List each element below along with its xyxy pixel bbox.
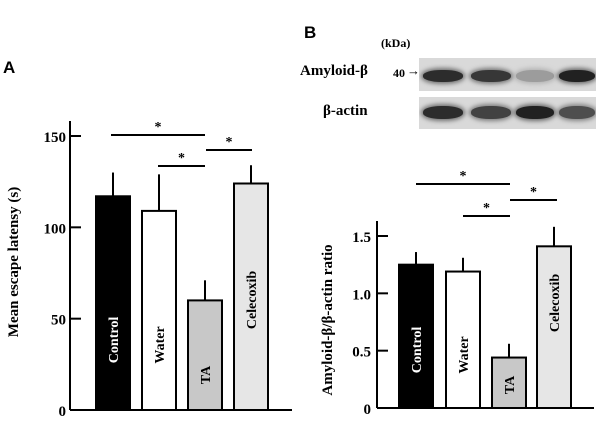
significance-star: * (483, 201, 490, 216)
bar-label: Celecoxib (548, 274, 563, 333)
blot-row-label-amyloid: Amyloid-β (300, 63, 368, 79)
bar-water (445, 270, 481, 409)
marker-arrow-icon: → (407, 63, 420, 78)
bar-label: TA (199, 365, 214, 384)
bar-celecoxib (536, 245, 572, 409)
y-tick-label: 50 (51, 313, 66, 329)
bar-label: Control (107, 317, 122, 364)
bar-control (398, 263, 434, 409)
blot-band (559, 106, 595, 119)
chart-a: 0 50 100 150 Mean escape latensy (s) Control W… (6, 120, 292, 420)
significance-star: * (460, 169, 467, 184)
significance-star: * (226, 135, 233, 150)
panel-a-label: A (3, 58, 16, 77)
molecular-weight-marker: 40 (393, 66, 405, 80)
bar-label: Control (410, 327, 425, 374)
bar-label: Water (457, 336, 472, 373)
blot-actin (419, 97, 596, 129)
bar-ta (491, 356, 527, 409)
kda-unit-label: (kDa) (381, 36, 411, 50)
blot-band (423, 70, 463, 82)
bar-control (95, 195, 131, 411)
blot-band (423, 106, 463, 119)
blot-band (559, 70, 595, 82)
significance-star: * (530, 185, 537, 200)
y-tick-label: 150 (44, 130, 67, 146)
y-tick-label: 1.5 (352, 230, 371, 246)
panel-b-label: B (304, 23, 317, 42)
bar-water (141, 209, 177, 411)
y-tick-label: 0 (59, 404, 67, 420)
bar-label: TA (503, 375, 518, 394)
blot-amyloid (419, 58, 596, 91)
blot-band (471, 106, 511, 119)
bar-label: Water (153, 326, 168, 363)
y-tick-label: 0.5 (352, 345, 371, 361)
blot-band (516, 106, 554, 119)
significance-star: * (155, 120, 162, 135)
blot-band (516, 70, 554, 82)
y-tick-label: 0 (364, 402, 372, 418)
y-tick-label: 100 (44, 221, 67, 237)
bar-ta (187, 299, 223, 411)
y-axis-label: Mean escape latensy (s) (6, 187, 22, 337)
significance-star: * (178, 151, 185, 166)
blot-band (471, 70, 511, 82)
y-axis-label: Amyloid-β/β-actin ratio (320, 244, 336, 395)
bar-celecoxib (233, 182, 269, 411)
blot-row-label-actin: β-actin (323, 103, 368, 119)
bar-label: Celecoxib (245, 271, 260, 330)
y-tick-label: 1.0 (352, 287, 371, 303)
